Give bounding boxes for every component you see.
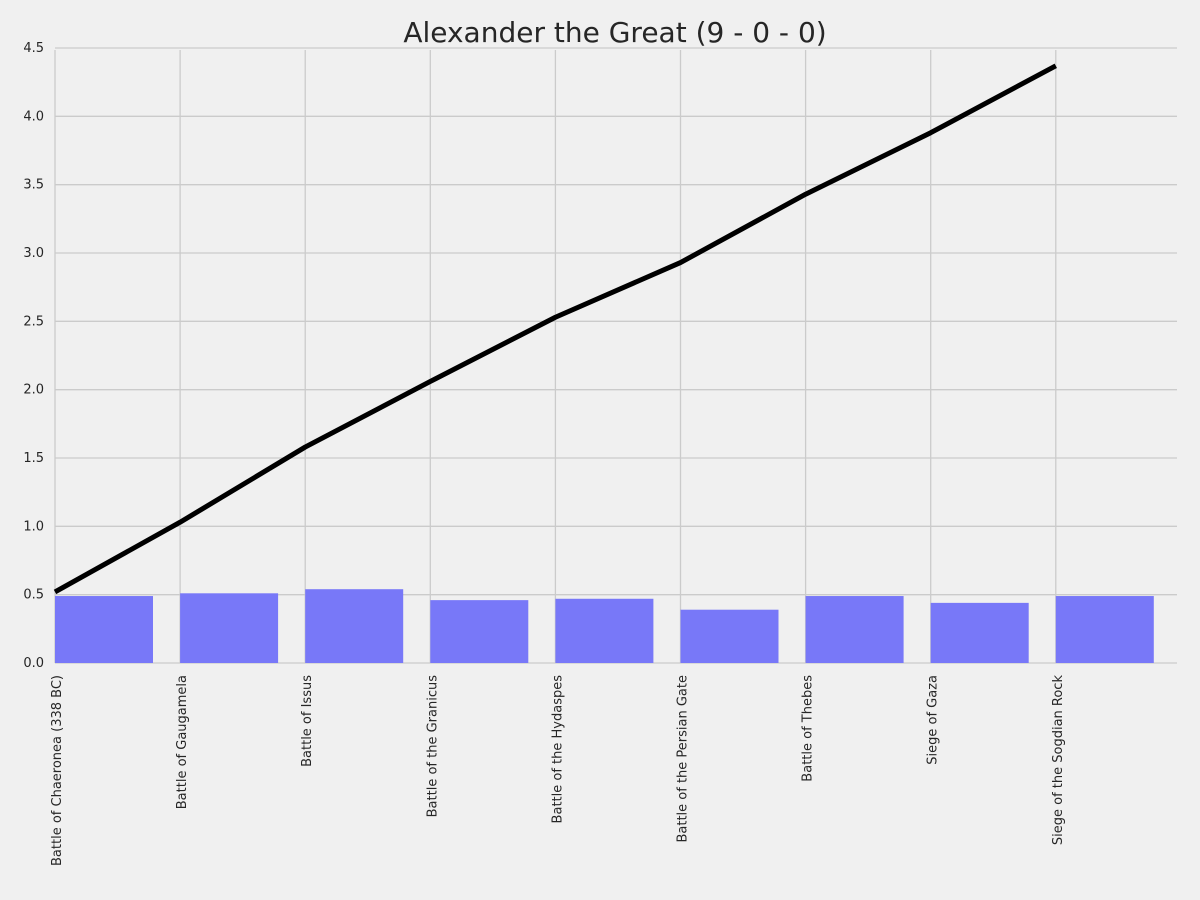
y-tick-label: 3.5 <box>23 178 44 193</box>
x-tick-label: Battle of the Granicus <box>425 675 440 818</box>
y-tick-label: 1.5 <box>23 451 44 466</box>
y-tick-label: 2.0 <box>23 383 44 398</box>
bar <box>305 589 404 663</box>
x-tick-label: Siege of the Sogdian Rock <box>1051 675 1066 846</box>
bar <box>930 602 1029 663</box>
bar <box>555 598 654 663</box>
y-tick-label: 4.5 <box>23 41 44 56</box>
y-tick-label: 2.5 <box>23 314 44 329</box>
x-tick-label: Battle of Gaugamela <box>175 675 190 809</box>
x-tick-label: Battle of the Hydaspes <box>550 675 565 824</box>
y-axis-ticks: 0.0 0.5 1.0 1.5 2.0 2.5 3.0 3.5 4.0 4.5 <box>23 41 44 671</box>
x-tick-label: Battle of the Persian Gate <box>676 675 691 843</box>
bar <box>680 609 779 663</box>
x-tick-label: Battle of Chaeronea (338 BC) <box>50 675 65 866</box>
y-tick-label: 0.5 <box>23 588 44 603</box>
line-layer <box>53 63 1057 595</box>
grid-layer <box>54 47 1177 664</box>
x-tick-label: Battle of Thebes <box>801 675 816 782</box>
bars-layer <box>55 589 1154 663</box>
bar <box>430 600 529 663</box>
bar <box>805 596 904 663</box>
y-tick-label: 4.0 <box>23 109 44 124</box>
y-tick-label: 0.0 <box>23 656 44 671</box>
y-tick-label: 1.0 <box>23 519 44 534</box>
x-axis-ticks: Battle of Chaeronea (338 BC) Battle of Ga… <box>50 675 1066 866</box>
bar <box>55 596 153 663</box>
bar <box>1055 596 1154 663</box>
chart-title: Alexander the Great (9 - 0 - 0) <box>403 16 826 49</box>
y-tick-label: 3.0 <box>23 246 44 261</box>
x-tick-label: Siege of Gaza <box>926 675 941 765</box>
x-tick-label: Battle of Issus <box>300 675 315 767</box>
bar <box>180 593 279 663</box>
